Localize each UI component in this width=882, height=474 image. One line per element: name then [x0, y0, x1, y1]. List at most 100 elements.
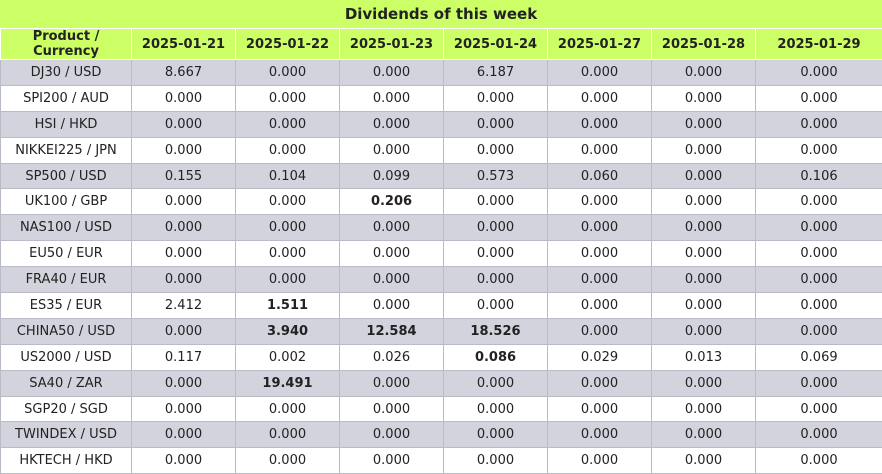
dividend-cell: 0.000	[236, 189, 340, 215]
dividend-cell: 0.000	[652, 215, 756, 241]
dividend-cell: 0.000	[444, 396, 548, 422]
dividend-cell: 0.000	[652, 85, 756, 111]
dividend-cell: 0.000	[652, 370, 756, 396]
dividend-cell: 0.000	[132, 111, 236, 137]
dividend-cell: 0.000	[444, 85, 548, 111]
dividend-cell: 1.511	[236, 293, 340, 319]
dividend-cell: 0.000	[132, 189, 236, 215]
dividend-cell: 19.491	[236, 370, 340, 396]
dividend-cell: 0.000	[236, 267, 340, 293]
dividend-cell: 0.000	[236, 111, 340, 137]
dividend-cell: 0.000	[548, 370, 652, 396]
dividend-cell: 0.000	[132, 318, 236, 344]
product-cell: SP500 / USD	[1, 163, 132, 189]
header-product-currency: Product / Currency	[1, 29, 132, 60]
product-cell: HKTECH / HKD	[1, 448, 132, 474]
dividend-cell: 0.000	[548, 448, 652, 474]
dividend-cell: 0.106	[756, 163, 882, 189]
product-cell: NAS100 / USD	[1, 215, 132, 241]
product-cell: UK100 / GBP	[1, 189, 132, 215]
dividend-cell: 0.000	[756, 85, 882, 111]
dividend-cell: 0.069	[756, 344, 882, 370]
dividend-cell: 0.000	[548, 60, 652, 86]
product-cell: DJ30 / USD	[1, 60, 132, 86]
dividend-cell: 0.000	[548, 293, 652, 319]
dividend-cell: 0.000	[652, 137, 756, 163]
dividend-cell: 0.117	[132, 344, 236, 370]
dividend-cell: 0.000	[236, 241, 340, 267]
dividend-cell: 0.000	[340, 293, 444, 319]
dividend-cell: 0.000	[132, 137, 236, 163]
dividend-cell: 0.000	[132, 241, 236, 267]
dividend-cell: 0.000	[756, 318, 882, 344]
dividend-cell: 0.000	[756, 370, 882, 396]
dividend-cell: 0.000	[548, 215, 652, 241]
header-date: 2025-01-28	[652, 29, 756, 60]
dividend-cell: 0.000	[756, 241, 882, 267]
dividend-cell: 0.000	[340, 60, 444, 86]
dividend-cell: 0.099	[340, 163, 444, 189]
dividend-cell: 0.000	[340, 137, 444, 163]
dividend-cell: 0.013	[652, 344, 756, 370]
dividend-cell: 0.000	[756, 293, 882, 319]
dividend-cell: 0.000	[756, 448, 882, 474]
dividend-cell: 3.940	[236, 318, 340, 344]
product-cell: SPI200 / AUD	[1, 85, 132, 111]
table-title: Dividends of this week	[0, 0, 882, 28]
dividend-cell: 0.000	[444, 241, 548, 267]
product-cell: EU50 / EUR	[1, 241, 132, 267]
dividend-cell: 0.000	[756, 215, 882, 241]
dividend-cell: 0.000	[652, 396, 756, 422]
dividend-cell: 0.000	[132, 215, 236, 241]
dividend-cell: 0.000	[340, 241, 444, 267]
header-date: 2025-01-23	[340, 29, 444, 60]
dividend-cell: 0.000	[548, 318, 652, 344]
header-date: 2025-01-29	[756, 29, 882, 60]
dividend-cell: 0.000	[236, 215, 340, 241]
dividend-cell: 0.000	[444, 448, 548, 474]
dividend-cell: 0.000	[340, 267, 444, 293]
dividend-cell: 0.000	[444, 215, 548, 241]
dividend-cell: 18.526	[444, 318, 548, 344]
dividend-cell: 0.000	[444, 267, 548, 293]
dividend-cell: 0.000	[444, 137, 548, 163]
dividend-cell: 0.029	[548, 344, 652, 370]
dividend-cell: 0.000	[132, 85, 236, 111]
dividend-cell: 0.000	[132, 448, 236, 474]
dividend-cell: 0.000	[236, 396, 340, 422]
dividend-cell: 0.000	[548, 241, 652, 267]
dividend-cell: 0.000	[236, 137, 340, 163]
dividend-cell: 0.000	[756, 137, 882, 163]
dividend-cell: 0.000	[756, 60, 882, 86]
dividend-cell: 0.000	[652, 163, 756, 189]
dividend-cell: 0.000	[756, 111, 882, 137]
dividend-cell: 0.000	[340, 370, 444, 396]
product-cell: HSI / HKD	[1, 111, 132, 137]
dividend-cell: 0.000	[340, 396, 444, 422]
dividend-cell: 12.584	[340, 318, 444, 344]
dividend-cell: 0.000	[444, 370, 548, 396]
dividend-cell: 0.000	[652, 241, 756, 267]
dividend-cell: 0.000	[444, 422, 548, 448]
dividend-cell: 0.000	[756, 422, 882, 448]
dividend-cell: 0.000	[548, 85, 652, 111]
dividend-cell: 0.000	[132, 422, 236, 448]
dividend-cell: 0.026	[340, 344, 444, 370]
dividend-cell: 0.104	[236, 163, 340, 189]
dividend-cell: 0.000	[756, 189, 882, 215]
product-cell: SGP20 / SGD	[1, 396, 132, 422]
dividend-cell: 0.000	[652, 448, 756, 474]
dividend-cell: 0.000	[444, 189, 548, 215]
dividend-cell: 0.000	[652, 111, 756, 137]
dividend-cell: 0.000	[132, 370, 236, 396]
